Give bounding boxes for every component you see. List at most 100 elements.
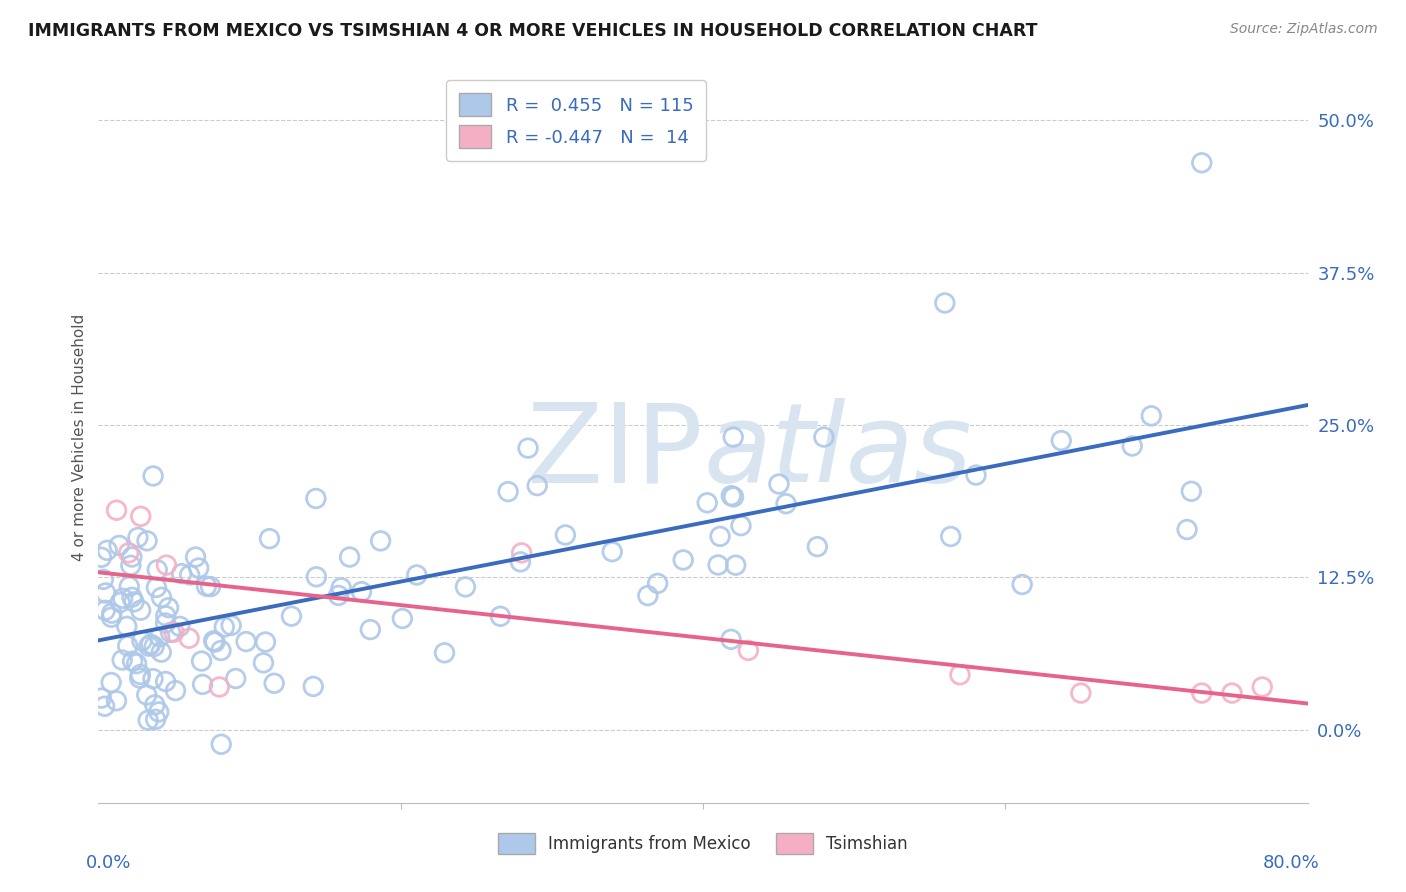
Point	[405, 568, 427, 582]
Point	[129, 509, 152, 524]
Point	[108, 595, 131, 609]
Point	[934, 296, 956, 310]
Point	[111, 653, 134, 667]
Point	[200, 580, 222, 594]
Point	[165, 683, 187, 698]
Point	[142, 469, 165, 483]
Point	[1175, 523, 1198, 537]
Point	[121, 549, 143, 564]
Point	[949, 667, 972, 681]
Point	[163, 625, 186, 640]
Point	[214, 620, 236, 634]
Point	[150, 591, 173, 605]
Point	[305, 491, 328, 506]
Text: 0.0%: 0.0%	[86, 854, 132, 872]
Point	[143, 698, 166, 712]
Point	[190, 654, 212, 668]
Point	[129, 667, 152, 681]
Point	[305, 570, 328, 584]
Point	[554, 528, 576, 542]
Point	[1140, 409, 1163, 423]
Point	[128, 671, 150, 685]
Point	[637, 589, 659, 603]
Point	[235, 634, 257, 648]
Point	[121, 591, 143, 605]
Point	[775, 497, 797, 511]
Point	[138, 639, 160, 653]
Point	[359, 623, 381, 637]
Point	[146, 563, 169, 577]
Point	[111, 591, 134, 606]
Text: atlas: atlas	[703, 398, 972, 505]
Point	[204, 635, 226, 649]
Point	[328, 589, 350, 603]
Point	[184, 549, 207, 564]
Point	[136, 713, 159, 727]
Point	[191, 677, 214, 691]
Point	[813, 430, 835, 444]
Point	[219, 618, 242, 632]
Text: 80.0%: 80.0%	[1263, 854, 1320, 872]
Point	[1180, 484, 1202, 499]
Point	[90, 550, 112, 565]
Point	[720, 632, 742, 647]
Point	[730, 518, 752, 533]
Point	[125, 657, 148, 671]
Point	[1121, 439, 1143, 453]
Point	[155, 558, 177, 573]
Point	[120, 558, 142, 573]
Point	[115, 619, 138, 633]
Point	[225, 672, 247, 686]
Point	[143, 640, 166, 654]
Point	[302, 680, 325, 694]
Point	[145, 581, 167, 595]
Point	[136, 533, 159, 548]
Point	[100, 675, 122, 690]
Legend: Immigrants from Mexico, Tsimshian: Immigrants from Mexico, Tsimshian	[492, 827, 914, 860]
Point	[489, 609, 512, 624]
Point	[187, 561, 209, 575]
Point	[94, 586, 117, 600]
Point	[100, 606, 122, 620]
Point	[209, 737, 232, 751]
Point	[509, 555, 531, 569]
Point	[252, 656, 274, 670]
Point	[1191, 686, 1213, 700]
Point	[339, 549, 361, 564]
Point	[195, 579, 218, 593]
Text: Source: ZipAtlas.com: Source: ZipAtlas.com	[1230, 22, 1378, 37]
Point	[1011, 577, 1033, 591]
Point	[696, 496, 718, 510]
Point	[433, 646, 456, 660]
Point	[723, 490, 745, 504]
Point	[149, 630, 172, 644]
Point	[121, 654, 143, 668]
Point	[939, 529, 962, 543]
Point	[94, 603, 117, 617]
Point	[157, 600, 180, 615]
Text: IMMIGRANTS FROM MEXICO VS TSIMSHIAN 4 OR MORE VEHICLES IN HOUSEHOLD CORRELATION : IMMIGRANTS FROM MEXICO VS TSIMSHIAN 4 OR…	[28, 22, 1038, 40]
Point	[1050, 434, 1073, 448]
Point	[209, 643, 232, 657]
Point	[155, 674, 177, 689]
Point	[155, 608, 177, 623]
Point	[737, 643, 759, 657]
Point	[105, 503, 128, 517]
Point	[142, 672, 165, 686]
Point	[202, 633, 225, 648]
Point	[707, 558, 730, 572]
Point	[122, 595, 145, 609]
Point	[131, 633, 153, 648]
Point	[510, 546, 533, 560]
Point	[724, 558, 747, 573]
Point	[135, 688, 157, 702]
Text: ZIP: ZIP	[527, 398, 703, 505]
Point	[1251, 680, 1274, 694]
Point	[350, 584, 373, 599]
Point	[169, 619, 191, 633]
Point	[1220, 686, 1243, 700]
Point	[93, 699, 115, 714]
Point	[370, 533, 392, 548]
Point	[965, 468, 987, 483]
Point	[118, 546, 141, 560]
